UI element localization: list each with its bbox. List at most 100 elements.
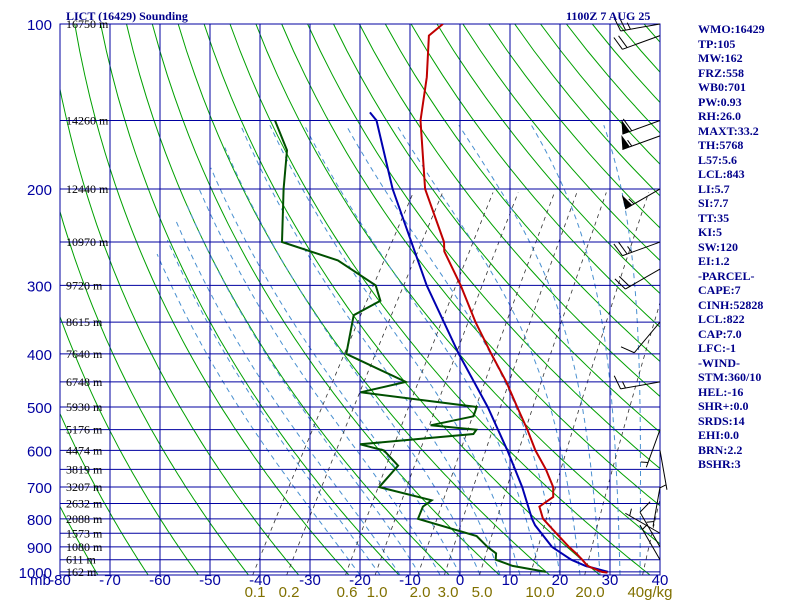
temperature-tick-label: 10 [502, 572, 519, 589]
wind-barb-flag [639, 501, 651, 513]
temperature-tick-label: -40 [249, 572, 271, 589]
moist-adiabat-line [240, 124, 501, 575]
wind-barb-flag [613, 37, 623, 50]
height-label: 1573 m [66, 526, 103, 540]
wind-barb-half-flag [628, 198, 635, 205]
moist-adiabat-line [166, 239, 381, 575]
wind-barb-flag [622, 118, 633, 132]
height-label: 14260 m [66, 113, 109, 127]
pressure-tick-label: 900 [27, 540, 52, 557]
wind-barb-staff [659, 450, 668, 490]
wind-barb-staff [625, 268, 661, 290]
mixing-ratio-line [374, 192, 519, 575]
mixing-ratio-label: 1.0 [367, 584, 388, 600]
sounding-index-item: WMO:16429 [698, 22, 765, 36]
height-label: 162 m [66, 565, 97, 579]
wind-barb [613, 375, 661, 390]
sounding-index-item: CAP:7.0 [698, 326, 742, 341]
mixing-ratio-label: 5.0 [472, 584, 493, 600]
temperature-tick-label: -10 [399, 572, 421, 589]
dry-adiabat-line [60, 315, 199, 575]
parcel-trace [369, 111, 609, 573]
wind-barb-staff [622, 35, 661, 50]
dry-adiabat-line [60, 412, 149, 575]
sounding-index-item: STM:360/10 [698, 370, 762, 384]
wind-barbs [613, 16, 668, 560]
sounding-index-item: LCL:822 [698, 312, 745, 326]
sounding-index-item: WB0:701 [698, 80, 746, 94]
height-label: 5930 m [66, 400, 103, 414]
wind-barb [613, 35, 661, 50]
dry-adiabat-line [229, 24, 651, 575]
wind-barb-flag [613, 243, 623, 257]
sounding-index-item: BRN:2.2 [698, 442, 743, 457]
wind-barb-pennant [621, 134, 630, 150]
temperature-tick-label: -80 [49, 572, 71, 589]
dry-adiabat-line [100, 24, 400, 575]
height-label: 10970 m [66, 235, 109, 249]
sounding-index-item: PW:0.93 [698, 94, 742, 109]
sounding-index-item: KI:5 [698, 225, 722, 239]
dry-adiabat-line [436, 24, 660, 295]
dry-adiabat-line [60, 505, 99, 575]
pressure-tick-label: 600 [27, 443, 52, 460]
sounding-index-item: LCL:843 [698, 167, 745, 181]
wind-barb-flag [613, 17, 622, 32]
wind-barb [639, 523, 661, 560]
wind-barb [613, 16, 661, 32]
dry-adiabat-line [203, 24, 600, 575]
sounding-index-item: SRDS:14 [698, 413, 745, 428]
pressure-tick-label: 100 [27, 17, 52, 34]
temperature-tick-label: -70 [99, 572, 121, 589]
moist-adiabat-line [186, 203, 421, 575]
wind-barb [621, 118, 661, 135]
wind-barb-flag [613, 375, 622, 390]
dry-adiabat-line [384, 24, 660, 363]
sounding-index-item: BSHR:3 [698, 457, 741, 471]
moist-adiabat-line [458, 124, 601, 575]
wind-barb [639, 501, 661, 548]
pressure-tick-label: 400 [27, 347, 52, 364]
wind-barb [621, 134, 661, 150]
dry-adiabat-line [462, 24, 660, 262]
wind-barb-half-flag [627, 246, 633, 253]
sounding-index-item: LFC:-1 [698, 341, 736, 355]
moist-adiabat-line [224, 147, 481, 575]
sounding-index-item: CAPE:7 [698, 283, 741, 297]
wind-barb-flag [618, 276, 631, 287]
wind-barb-pennant [621, 119, 630, 135]
moist-adiabat-line [304, 124, 541, 575]
mixing-ratio-line [479, 192, 607, 575]
height-label: 2088 m [66, 512, 103, 526]
wind-barb-half-flag [659, 484, 667, 489]
sounding-index-item: EHI:0.0 [698, 428, 740, 442]
height-label: 16750 m [66, 17, 109, 31]
mixing-ratio-line [252, 192, 414, 575]
wind-barb [625, 508, 661, 534]
wind-barb [646, 486, 661, 527]
plot-frame [59, 23, 661, 576]
sounding-index-item: RH:26.0 [698, 109, 741, 123]
wind-barb-pennant [621, 194, 633, 209]
temperature-trace [419, 24, 608, 574]
pressure-tick-label: 300 [27, 278, 52, 295]
mixing-ratio-line [529, 192, 650, 575]
wind-barb-flag [620, 346, 635, 354]
wind-barb-staff [633, 321, 661, 354]
moist-adiabat-line [603, 125, 641, 575]
wind-barb-staff [625, 188, 661, 210]
wind-barb-half-flag [629, 508, 632, 516]
height-label: 7640 m [66, 347, 103, 361]
mixing-ratio-label: 0.6 [337, 584, 358, 600]
sounding-index-item: CINH:52828 [698, 297, 764, 312]
height-label: 2632 m [66, 496, 103, 510]
observation-time: 1100Z 7 AUG 25 [566, 9, 651, 23]
sounding-index-item: L57:5.6 [698, 152, 737, 167]
wind-barb-staff [625, 512, 661, 534]
mixing-ratio-label: 2.0 [410, 584, 431, 600]
pressure-axis-unit: mb [30, 572, 51, 589]
moist-adiabat-line [175, 219, 401, 575]
mixing-ratio-label: 10.0 [525, 584, 554, 600]
wind-barb-staff [622, 241, 661, 257]
